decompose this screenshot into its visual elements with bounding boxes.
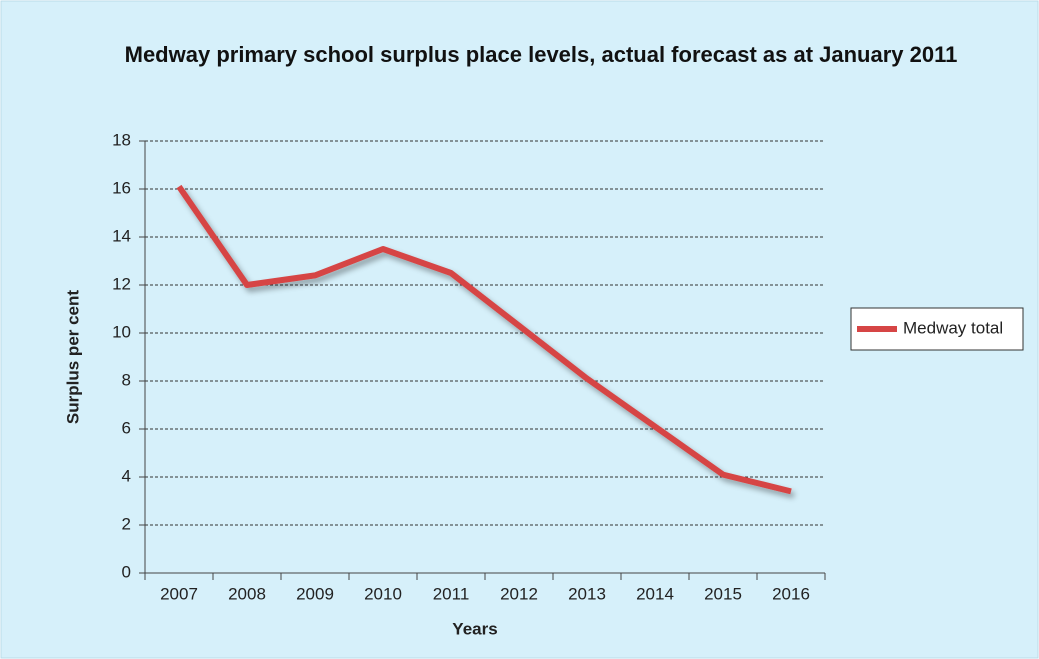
chart-title: Medway primary school surplus place leve… [124, 42, 958, 67]
x-tick-label: 2015 [704, 584, 742, 603]
y-tick-label: 12 [112, 274, 131, 293]
y-tick-label: 0 [122, 562, 131, 581]
x-tick-label: 2010 [364, 584, 402, 603]
y-axis-label: Surplus per cent [63, 290, 82, 424]
y-tick-label: 6 [122, 418, 131, 437]
x-tick-label: 2007 [160, 584, 198, 603]
x-tick-label: 2009 [296, 584, 334, 603]
x-axis-label: Years [452, 619, 497, 638]
y-tick-label: 4 [122, 466, 131, 485]
y-tick-label: 14 [112, 226, 131, 245]
x-tick-label: 2008 [228, 584, 266, 603]
y-tick-label: 18 [112, 130, 131, 149]
x-tick-label: 2012 [500, 584, 538, 603]
x-tick-label: 2014 [636, 584, 674, 603]
x-tick-label: 2016 [772, 584, 810, 603]
y-tick-label: 16 [112, 178, 131, 197]
series-line [176, 184, 792, 495]
x-tick-label: 2013 [568, 584, 606, 603]
x-tick-label: 2011 [433, 584, 470, 603]
y-tick-label: 8 [122, 370, 131, 389]
legend-label: Medway total [903, 318, 1003, 337]
y-tick-label: 2 [122, 514, 131, 533]
y-tick-label: 10 [112, 322, 131, 341]
